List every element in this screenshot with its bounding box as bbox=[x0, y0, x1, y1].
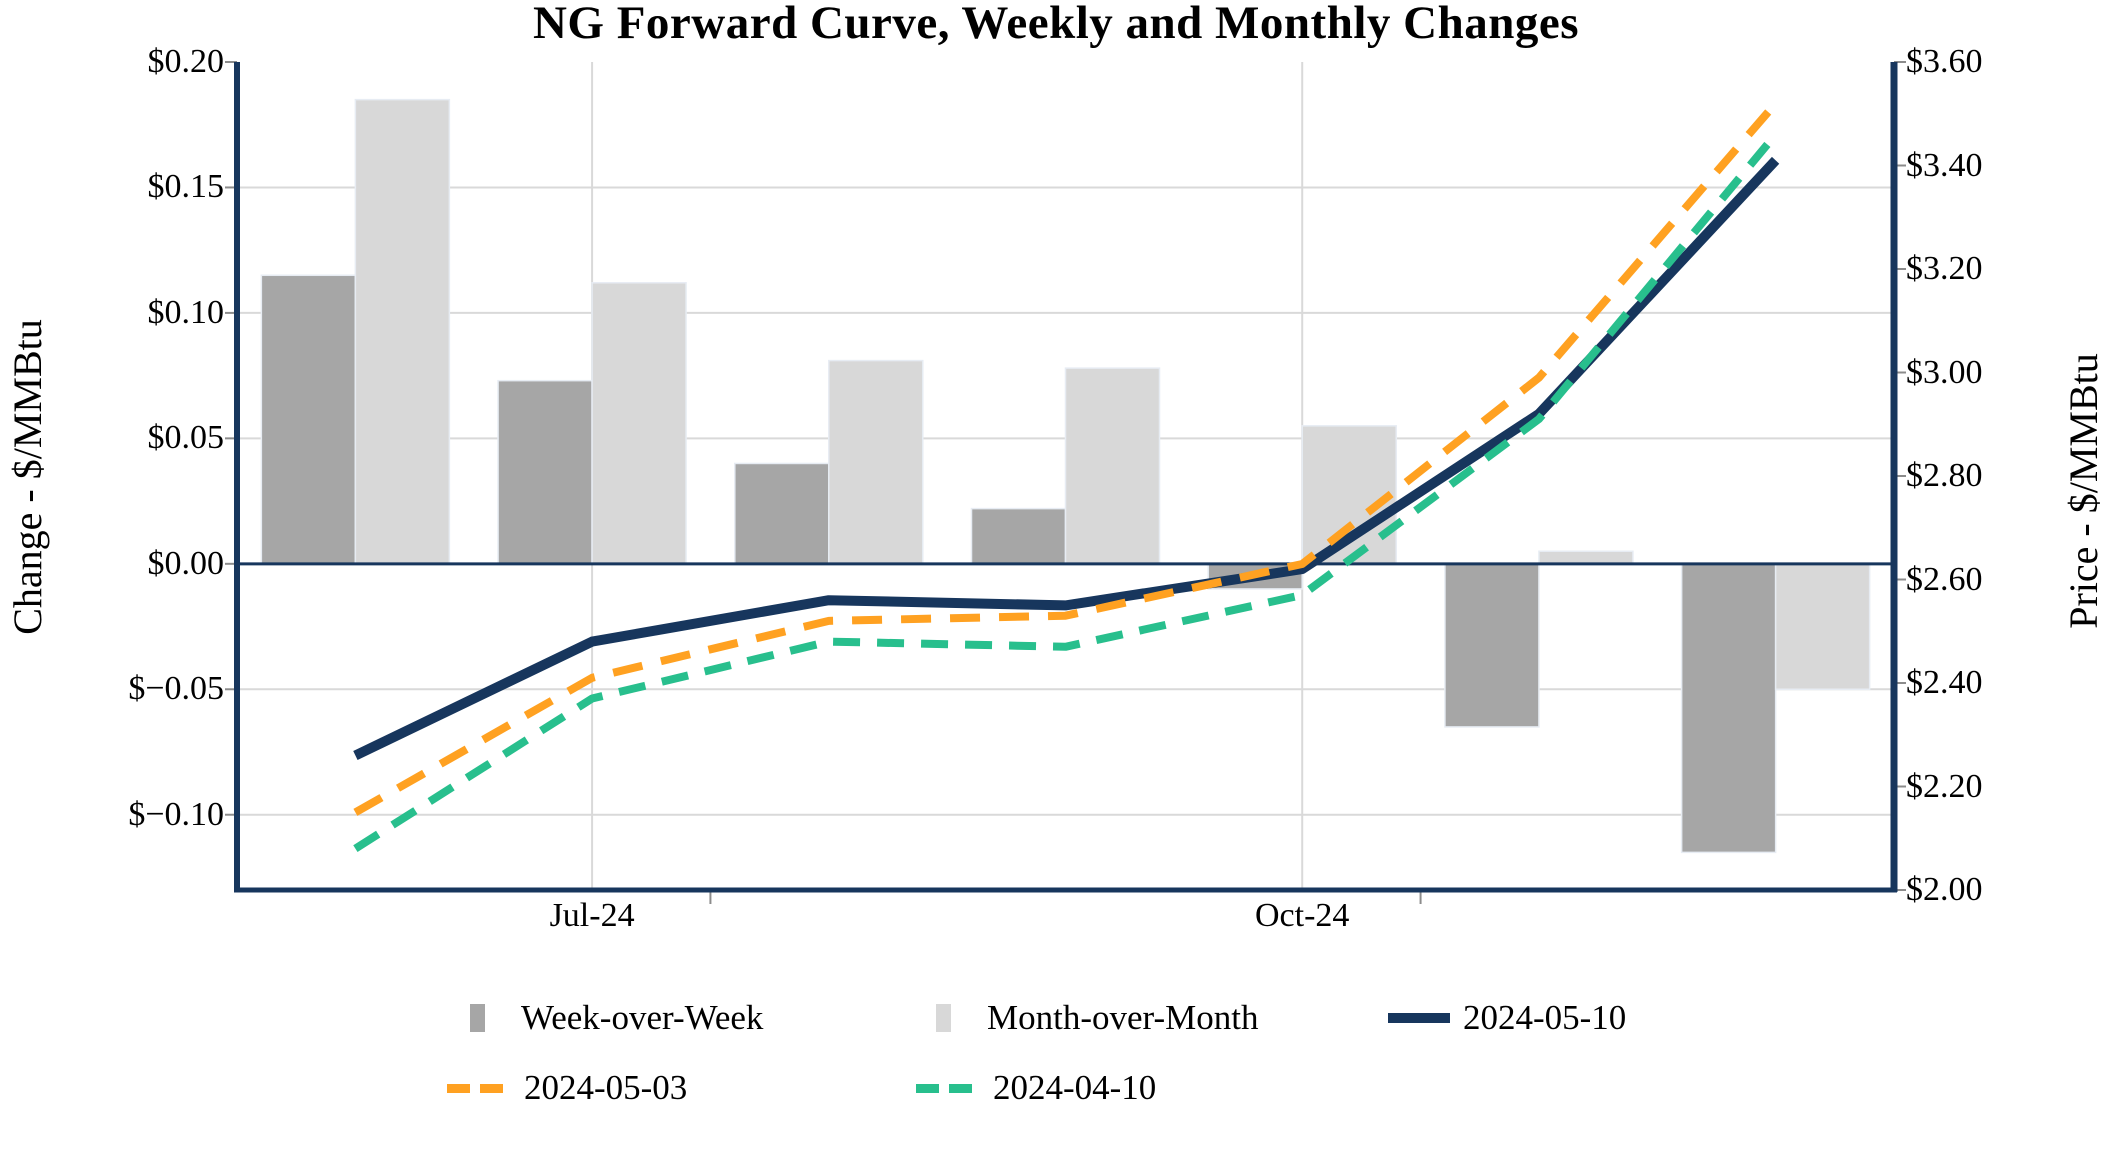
right-tick-label-$3.00: $3.00 bbox=[1906, 353, 1983, 391]
legend-item-2024-05-03: 2024-05-03 bbox=[447, 1066, 687, 1110]
price-line-2024-05-03 bbox=[353, 100, 1779, 816]
left-tick-label-$0.00: $0.00 bbox=[147, 544, 225, 582]
right-tick-label-$3.40: $3.40 bbox=[1906, 146, 1983, 184]
left-tick-label-$−0.10: $−0.10 bbox=[128, 795, 224, 833]
chart-title: NG Forward Curve, Weekly and Monthly Cha… bbox=[532, 0, 1580, 49]
wow-bar-Jun-24 bbox=[260, 274, 357, 565]
mom-bar-Jun-24 bbox=[354, 98, 451, 565]
left-tick-label-$0.15: $0.15 bbox=[147, 168, 225, 206]
legend-label-2024-04-10: 2024-04-10 bbox=[993, 1068, 1157, 1107]
wow-bar-Jul-24 bbox=[497, 379, 593, 565]
wow-bar-Aug-24 bbox=[734, 462, 830, 565]
left-tick-label-$−0.05: $−0.05 bbox=[128, 670, 224, 708]
legend-label-2024-05-03: 2024-05-03 bbox=[524, 1068, 688, 1107]
wow-bar-Sep-24 bbox=[970, 507, 1067, 565]
right-tick-label-$2.80: $2.80 bbox=[1906, 457, 1983, 494]
legend-item-month-over-month: Month-over-Month bbox=[936, 996, 1259, 1040]
right-tick-label-$3.60: $3.60 bbox=[1906, 43, 1983, 80]
mom-bar-Dec-24 bbox=[1774, 563, 1871, 691]
right-tick-label-$2.20: $2.20 bbox=[1906, 767, 1983, 805]
right-tick-label-$2.00: $2.00 bbox=[1906, 871, 1983, 908]
2024-04-10-dash-swatch bbox=[916, 1083, 972, 1093]
left-tick-label-$0.05: $0.05 bbox=[147, 419, 225, 457]
2024-05-10-line-swatch bbox=[1388, 1013, 1450, 1023]
price-line-2024-04-10 bbox=[353, 131, 1779, 852]
legend-item-week-over-week: Week-over-Week bbox=[470, 996, 763, 1040]
legend-label-month-over-month: Month-over-Month bbox=[987, 998, 1259, 1037]
left-tick-label-$0.20: $0.20 bbox=[147, 43, 225, 80]
left-tick-label-$0.10: $0.10 bbox=[147, 293, 225, 331]
legend-label-week-over-week: Week-over-Week bbox=[521, 998, 764, 1037]
mom-bar-Nov-24 bbox=[1538, 550, 1634, 565]
week-over-week-bar-swatch bbox=[470, 1004, 485, 1032]
mom-bar-Aug-24 bbox=[828, 359, 924, 565]
x-tick-label-Jul-24: Jul-24 bbox=[549, 897, 635, 934]
x-tick-label-Oct-24: Oct-24 bbox=[1254, 897, 1350, 934]
right-tick-label-$2.60: $2.60 bbox=[1906, 560, 1983, 598]
month-over-month-bar-swatch bbox=[936, 1004, 951, 1032]
wow-bar-Dec-24 bbox=[1680, 563, 1777, 854]
right-tick-label-$2.40: $2.40 bbox=[1906, 664, 1983, 701]
legend-item-2024-05-10: 2024-05-10 bbox=[1388, 996, 1626, 1040]
legend-label-2024-05-10: 2024-05-10 bbox=[1463, 998, 1627, 1037]
mom-bar-Jul-24 bbox=[591, 282, 687, 565]
wow-bar-Nov-24 bbox=[1444, 563, 1540, 728]
legend-item-2024-04-10: 2024-04-10 bbox=[916, 1066, 1156, 1110]
mom-bar-Sep-24 bbox=[1064, 367, 1161, 565]
2024-05-03-dash-swatch bbox=[447, 1083, 503, 1093]
right-tick-label-$3.20: $3.20 bbox=[1906, 250, 1983, 287]
